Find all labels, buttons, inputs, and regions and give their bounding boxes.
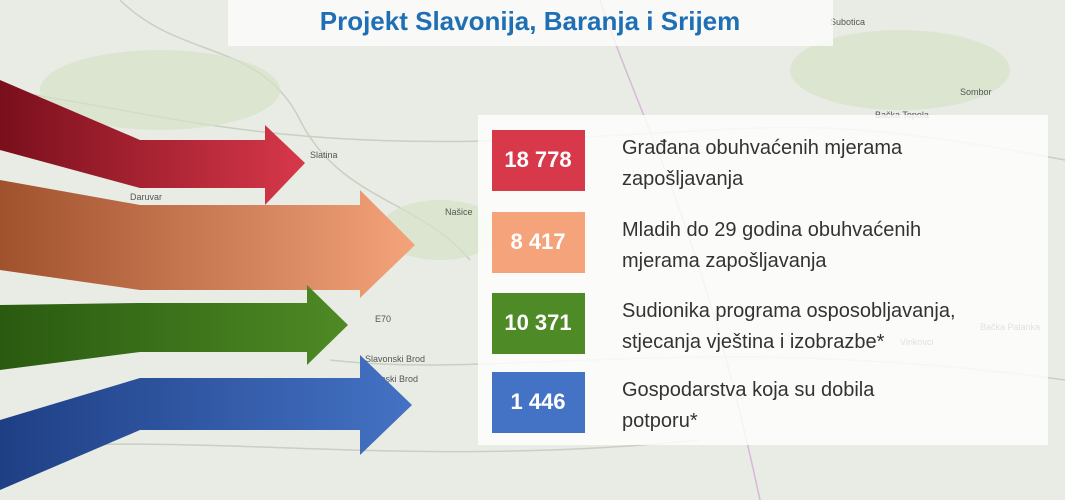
stat-description: Mladih do 29 godina obuhvaćenih [622,219,921,241]
place-label: E70 [375,314,391,324]
arrow-blue [0,355,412,490]
stat-number: 10 371 [504,310,571,335]
stat-description: Gospodarstva koja su dobila [622,379,875,401]
stat-description: Sudionika programa osposobljavanja, [622,300,956,322]
arrows [0,80,415,490]
stat-box [492,372,585,433]
stat-box [492,212,585,273]
stat-number: 8 417 [510,229,565,254]
stat-description: potporu* [622,410,698,432]
arrow-green [0,285,348,370]
stat-box [492,130,585,191]
stats: 18 778 Građana obuhvaćenih mjerama zapošlj… [492,130,956,433]
place-label: Daruvar [130,192,162,202]
title: Projekt Slavonija, Baranja i Srijem [320,6,741,36]
map-areas [40,30,1010,260]
place-label: Slavonski Brod [365,354,425,364]
arrow-orange [0,180,415,298]
place-label: Našice [445,207,473,217]
arrow-red [0,80,305,205]
stat-number: 18 778 [504,147,571,172]
stat-description: Građana obuhvaćenih mjerama [622,137,903,159]
place-label: Subotica [830,17,865,27]
stat-description: stjecanja vještina i izobrazbe* [622,331,885,353]
stat-number: 1 446 [510,389,565,414]
place-label: Bosanski Brod [360,374,418,384]
stat-description: zapošljavanja [622,168,744,190]
stat-box [492,293,585,354]
stat-description: mjerama zapošljavanja [622,250,827,272]
place-label: Sombor [960,87,992,97]
place-label: Slatina [310,150,338,160]
title-box [228,0,833,46]
